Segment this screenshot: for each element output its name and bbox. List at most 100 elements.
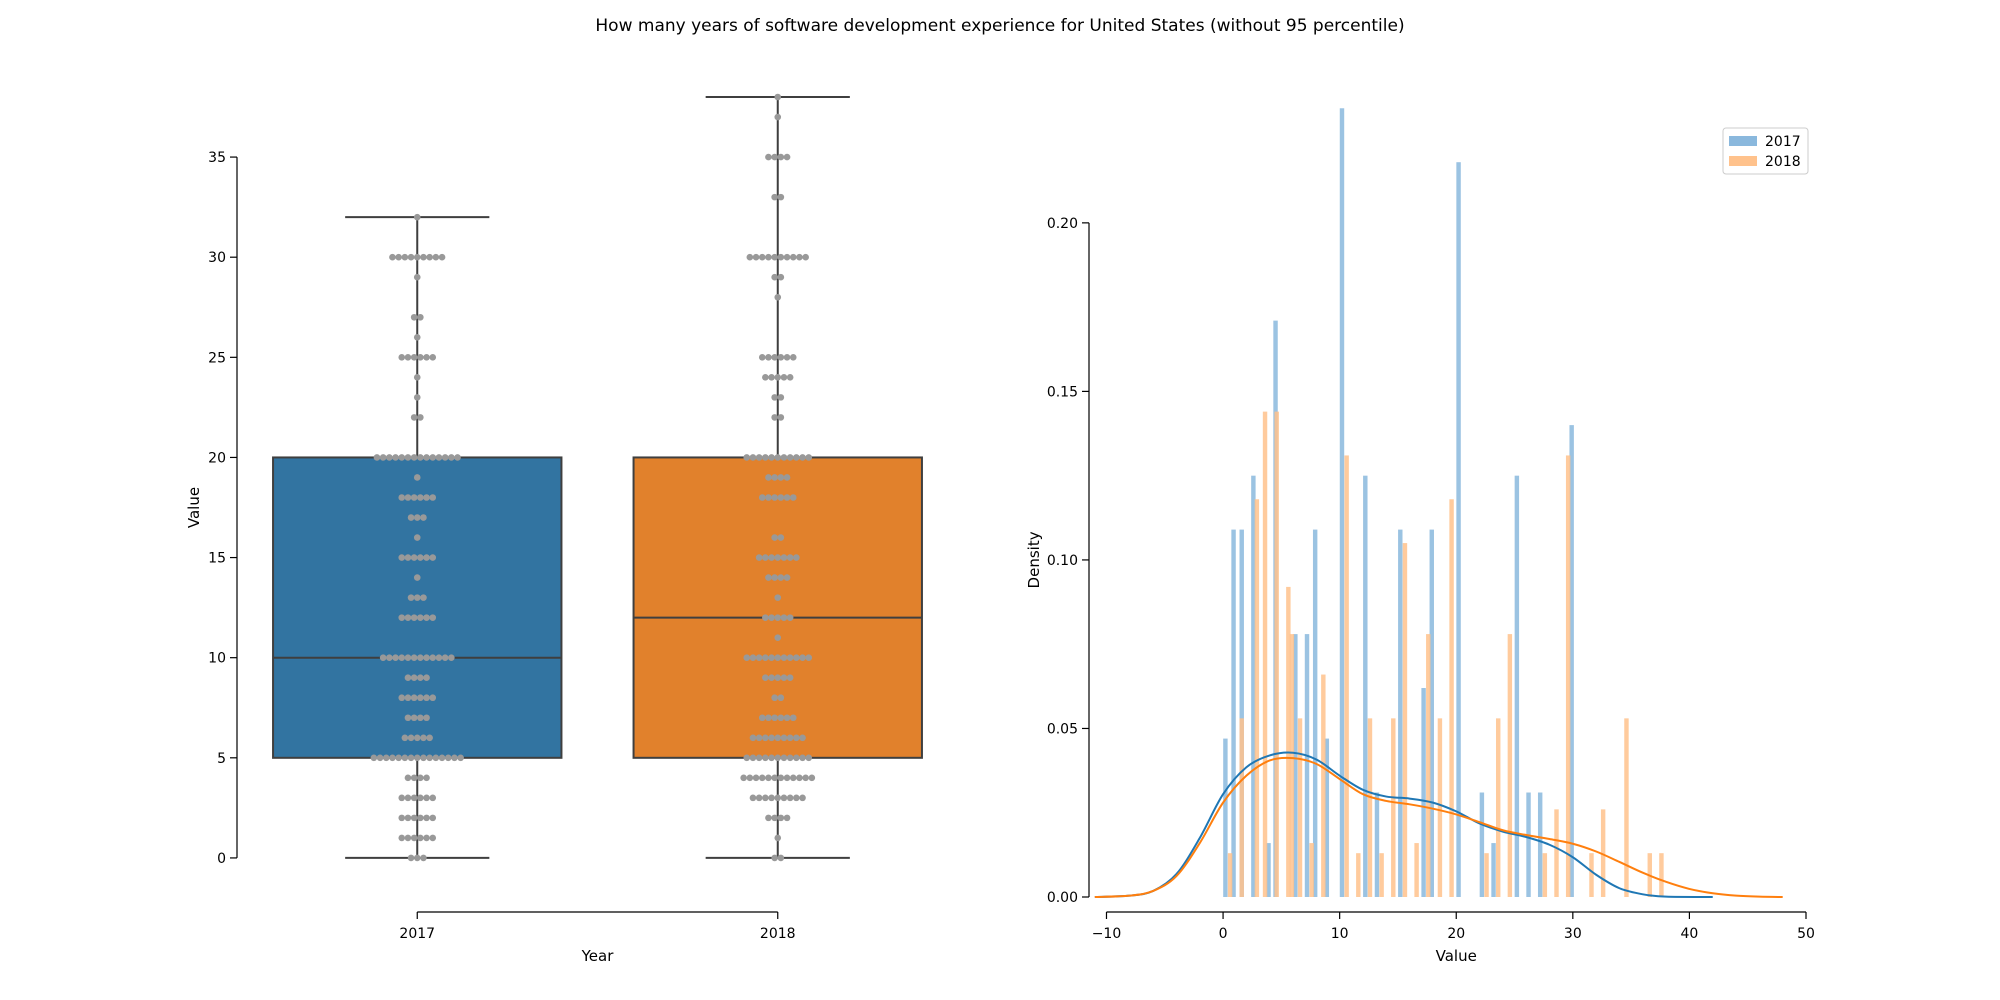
swarm-point [429,654,437,661]
swarm-point [404,814,412,822]
legend-label-2018: 2018 [1765,154,1801,170]
swarm-point [454,454,461,461]
swarm-point [417,354,424,361]
swarm-point [786,554,794,561]
swarm-point [423,454,430,461]
swarm-point [799,654,806,661]
swarm-point [410,714,418,722]
swarm-point [771,574,778,581]
swarm-point [429,354,437,361]
swarm-point [749,654,757,661]
swarm-point [805,454,813,461]
swarm-point [774,794,782,802]
histogram-bar [1495,718,1501,897]
swarm-point [417,654,424,661]
swarm-point [423,714,430,722]
histogram-bar [1339,108,1345,898]
x-tick-label-2018: 2018 [760,926,796,942]
swarm-point [413,474,421,481]
swarm-point [765,814,772,822]
swarm-point [762,554,769,561]
iqr-box-2017 [272,456,563,759]
swarm-point [401,253,409,261]
histogram-bar [1254,499,1260,897]
swarm-point [420,854,427,862]
swarm-point [755,794,763,802]
swarm-point [404,554,412,561]
swarm-point [768,454,775,461]
swarm-point [423,834,430,842]
swarm-point [457,754,464,762]
swarm-point [435,454,443,461]
swarm-point [404,714,412,722]
swarm-point [765,253,772,261]
swarm-point [438,253,446,261]
swarm-point [448,654,455,661]
box-plot-y-axis-label: Value [185,487,203,528]
histogram-bar [1304,634,1310,897]
swarm-point [793,554,800,561]
swarm-point [423,654,430,661]
swarm-point [777,354,785,361]
swarm-point [407,514,415,521]
swarm-point [401,734,409,742]
swarm-point [771,253,778,261]
swarm-point [410,313,418,321]
swarm-point [398,354,406,361]
swarm-point [429,814,437,822]
swarm-point [743,754,751,762]
swarm-point [413,213,421,221]
y-tick-label: 0 [217,851,226,867]
histogram-bar [1537,792,1543,897]
swarm-point [777,414,785,421]
swarm-point [796,774,803,782]
swarm-point [762,454,769,461]
swarm-point [758,354,766,361]
swarm-point [410,774,418,782]
y-tick-label: 0.00 [1047,890,1078,906]
swarm-point [780,794,788,802]
swarm-point [793,734,800,742]
swarm-point [777,153,785,161]
swarm-point [401,754,409,762]
swarm-point [777,774,785,782]
swarm-point [774,634,782,641]
swarm-point [771,354,778,361]
swarm-point [777,694,785,702]
histogram-bar [1239,718,1244,897]
histogram-bar [1402,543,1408,897]
swarm-point [417,494,424,501]
swarm-point [376,754,384,762]
swarm-point [768,734,775,742]
swarm-point [746,774,754,782]
swarm-point [410,494,418,501]
swarm-point [783,153,791,161]
swarm-point [746,253,754,261]
swarm-point [413,253,421,261]
swarm-point [777,394,785,401]
swarm-point [808,774,816,782]
swarm-point [398,794,406,802]
swarm-point [777,714,785,722]
swarm-point [765,574,772,581]
swarm-point [765,474,772,481]
histogram-bar [1565,455,1571,897]
swarm-point [417,674,424,682]
swarm-point [395,754,402,762]
kde-line-2017 [1094,751,1713,898]
swarm-point [417,814,424,822]
swarm-point [774,834,782,842]
swarm-point [768,754,775,762]
swarm-point [762,674,769,682]
swarm-point [417,554,424,561]
swarm-point [755,554,763,561]
histogram-bar [1239,529,1244,897]
swarm-point [407,734,415,742]
swarm-point [786,654,794,661]
swarm-point [413,273,421,281]
swarm-point [435,654,443,661]
kde-lines-layer [1094,751,1783,898]
swarm-point [413,734,421,742]
swarm-point [771,474,778,481]
swarm-point [780,654,788,661]
